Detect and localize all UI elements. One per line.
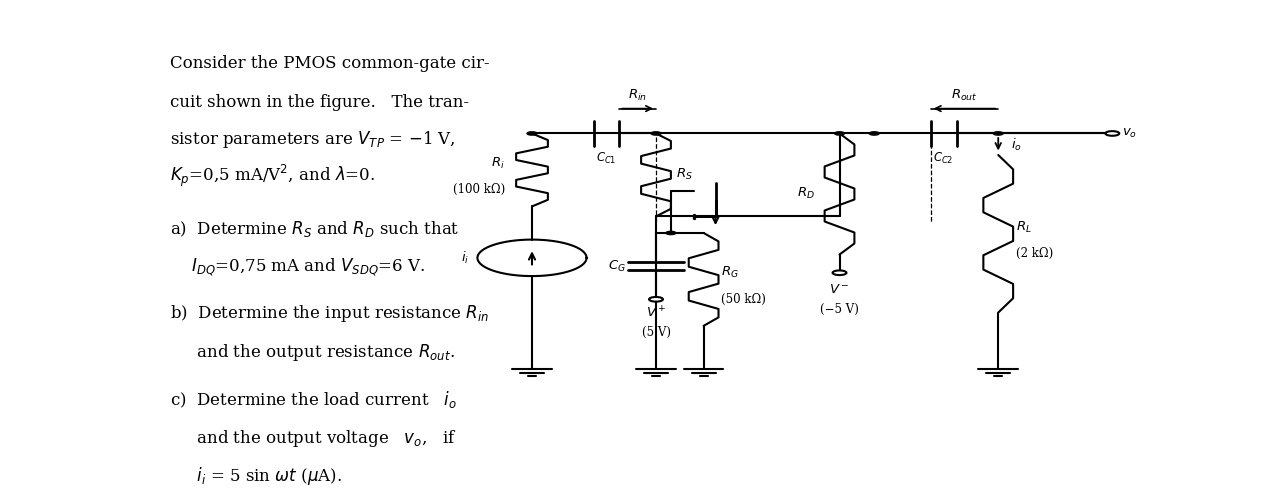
Text: sistor parameters are $V_{TP}$ = $-$1 V,: sistor parameters are $V_{TP}$ = $-$1 V, xyxy=(170,129,456,150)
Text: $V^+$: $V^+$ xyxy=(645,305,667,320)
Circle shape xyxy=(1106,131,1119,136)
Circle shape xyxy=(527,132,538,135)
Text: (5 V): (5 V) xyxy=(641,326,671,339)
Text: $R_L$: $R_L$ xyxy=(1016,220,1032,235)
Text: $K_p$=0,5 mA/V$^2$, and $\lambda$=0.: $K_p$=0,5 mA/V$^2$, and $\lambda$=0. xyxy=(170,162,375,188)
Circle shape xyxy=(666,231,676,235)
Circle shape xyxy=(652,132,660,135)
Text: $i_i$ = 5 sin $\omega t$ ($\mu$A).: $i_i$ = 5 sin $\omega t$ ($\mu$A). xyxy=(170,465,342,487)
Text: $R_G$: $R_G$ xyxy=(722,265,740,280)
Text: $C_{C2}$: $C_{C2}$ xyxy=(933,151,954,166)
Text: $i_i$: $i_i$ xyxy=(461,250,470,266)
Text: Consider the PMOS common-gate cir-: Consider the PMOS common-gate cir- xyxy=(170,55,489,72)
Text: $V^-$: $V^-$ xyxy=(829,283,850,296)
Text: $I_{DQ}$=0,75 mA and $V_{SDQ}$=6 V.: $I_{DQ}$=0,75 mA and $V_{SDQ}$=6 V. xyxy=(170,256,425,278)
Circle shape xyxy=(869,132,879,135)
Text: (50 kΩ): (50 kΩ) xyxy=(722,293,767,306)
Circle shape xyxy=(835,132,845,135)
Text: (100 kΩ): (100 kΩ) xyxy=(453,183,506,197)
Text: $R_i$: $R_i$ xyxy=(492,156,506,171)
Text: $v_o$: $v_o$ xyxy=(1123,127,1138,140)
Text: $C_{C1}$: $C_{C1}$ xyxy=(596,151,617,166)
Text: a)  Determine $R_S$ and $R_D$ such that: a) Determine $R_S$ and $R_D$ such that xyxy=(170,219,460,239)
Text: (−5 V): (−5 V) xyxy=(820,303,859,316)
Text: b)  Determine the input resistance $R_{in}$: b) Determine the input resistance $R_{in… xyxy=(170,303,489,325)
Text: $C_G$: $C_G$ xyxy=(608,259,626,274)
Text: and the output resistance $R_{out}$.: and the output resistance $R_{out}$. xyxy=(170,342,454,363)
Text: $R_{out}$: $R_{out}$ xyxy=(951,88,978,103)
Text: $R_S$: $R_S$ xyxy=(676,167,692,182)
Text: $R_{in}$: $R_{in}$ xyxy=(628,88,648,103)
Circle shape xyxy=(832,271,846,275)
Text: $R_D$: $R_D$ xyxy=(797,185,815,201)
Text: c)  Determine the load current   $i_o$: c) Determine the load current $i_o$ xyxy=(170,389,457,410)
Circle shape xyxy=(993,132,1004,135)
Text: and the output voltage   $v_o$,   if: and the output voltage $v_o$, if xyxy=(170,427,457,449)
Circle shape xyxy=(649,297,663,301)
Text: $i_o$: $i_o$ xyxy=(1011,137,1021,153)
Text: cuit shown in the figure.   The tran-: cuit shown in the figure. The tran- xyxy=(170,94,468,111)
Text: (2 kΩ): (2 kΩ) xyxy=(1016,247,1053,260)
